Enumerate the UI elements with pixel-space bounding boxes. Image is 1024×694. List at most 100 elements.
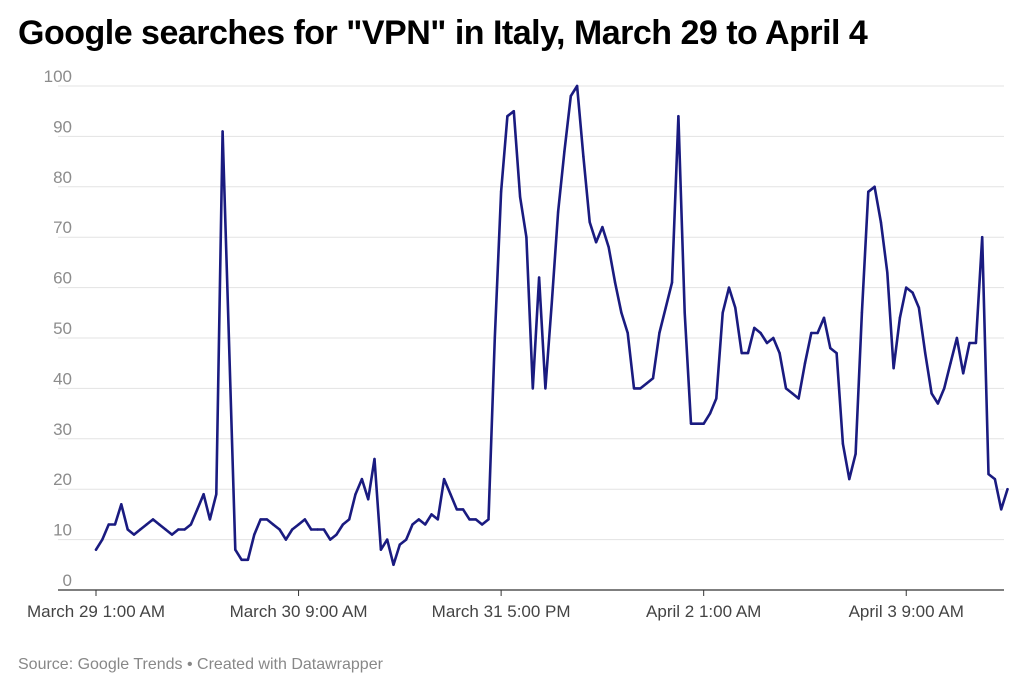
data-point bbox=[512, 110, 515, 113]
data-point bbox=[379, 548, 383, 551]
data-point bbox=[803, 362, 807, 365]
data-point bbox=[721, 311, 724, 314]
data-point bbox=[810, 331, 813, 335]
data-point bbox=[113, 523, 117, 526]
data-point bbox=[658, 331, 661, 335]
data-point bbox=[772, 336, 775, 340]
data-point bbox=[506, 115, 509, 118]
data-point bbox=[936, 402, 940, 405]
data-point bbox=[386, 538, 389, 541]
data-point bbox=[683, 311, 686, 314]
data-point bbox=[784, 387, 788, 390]
data-point bbox=[126, 528, 129, 531]
data-point bbox=[727, 286, 731, 289]
data-point bbox=[981, 236, 984, 239]
data-point bbox=[455, 508, 458, 511]
data-point bbox=[778, 351, 781, 355]
data-point bbox=[550, 301, 553, 304]
data-point bbox=[177, 528, 180, 531]
data-point bbox=[930, 392, 933, 395]
data-point bbox=[835, 351, 838, 355]
data-point bbox=[651, 377, 655, 380]
data-point bbox=[335, 533, 338, 536]
data-point bbox=[943, 387, 946, 390]
data-point bbox=[740, 351, 743, 355]
series-line bbox=[94, 84, 1009, 567]
footer-separator: • bbox=[182, 656, 198, 673]
data-point bbox=[924, 351, 927, 355]
data-point bbox=[670, 281, 674, 284]
data-point bbox=[556, 210, 560, 214]
data-point bbox=[797, 397, 800, 400]
data-point bbox=[525, 236, 528, 239]
data-point bbox=[202, 493, 205, 496]
data-point bbox=[639, 387, 642, 390]
data-point bbox=[227, 336, 231, 340]
data-point bbox=[968, 341, 971, 345]
data-point bbox=[613, 281, 617, 284]
data-point bbox=[234, 548, 237, 551]
data-point bbox=[917, 306, 921, 309]
data-point bbox=[284, 538, 288, 541]
data-point bbox=[518, 195, 522, 199]
data-point bbox=[575, 84, 579, 88]
data-point bbox=[493, 336, 496, 340]
data-point bbox=[151, 518, 155, 521]
data-point bbox=[139, 528, 142, 531]
data-point bbox=[886, 271, 889, 274]
data-point bbox=[569, 94, 572, 98]
data-point bbox=[848, 477, 851, 481]
data-point bbox=[449, 493, 452, 496]
y-tick-label: 20 bbox=[53, 470, 72, 489]
data-point bbox=[537, 276, 541, 279]
data-point bbox=[993, 477, 997, 481]
chart-title: Google searches for "VPN" in Italy, Marc… bbox=[18, 14, 868, 52]
data-point bbox=[120, 503, 123, 506]
data-point bbox=[354, 493, 357, 496]
y-tick-label: 40 bbox=[53, 369, 72, 388]
data-point bbox=[189, 523, 193, 526]
data-point bbox=[892, 367, 895, 370]
data-point bbox=[499, 190, 503, 193]
data-point bbox=[677, 115, 680, 118]
x-tick-label: April 3 9:00 AM bbox=[849, 602, 964, 621]
data-point bbox=[829, 346, 832, 350]
data-point bbox=[702, 422, 705, 425]
y-tick-label: 30 bbox=[53, 420, 72, 439]
source-note: Source: Google Trends bbox=[18, 656, 183, 673]
x-tick-label: April 2 1:00 AM bbox=[646, 602, 761, 621]
data-point bbox=[373, 457, 376, 461]
data-point bbox=[329, 538, 332, 541]
data-point bbox=[563, 150, 566, 153]
data-point bbox=[905, 286, 908, 289]
series-layer bbox=[94, 84, 1009, 567]
x-tick-label: March 30 9:00 AM bbox=[230, 602, 368, 621]
data-point bbox=[424, 523, 427, 526]
data-point bbox=[480, 523, 484, 526]
data-point bbox=[291, 528, 294, 531]
data-point bbox=[272, 523, 275, 526]
data-point bbox=[873, 185, 876, 188]
data-point bbox=[259, 518, 262, 521]
data-point bbox=[588, 220, 591, 224]
data-point bbox=[867, 190, 870, 193]
data-point bbox=[822, 316, 826, 319]
data-point bbox=[348, 518, 351, 521]
data-point bbox=[164, 528, 167, 531]
data-point bbox=[208, 518, 212, 521]
data-point bbox=[442, 477, 446, 481]
data-point bbox=[183, 528, 186, 531]
data-point bbox=[367, 498, 370, 501]
data-point bbox=[1000, 508, 1003, 511]
data-point bbox=[879, 220, 883, 224]
data-point bbox=[221, 130, 224, 133]
y-tick-label: 100 bbox=[44, 67, 72, 86]
data-point bbox=[417, 518, 420, 521]
data-point bbox=[94, 548, 98, 551]
data-point bbox=[753, 326, 756, 330]
data-point bbox=[170, 533, 174, 536]
data-point bbox=[949, 362, 952, 365]
x-tick-label: March 29 1:00 AM bbox=[27, 602, 165, 621]
data-point bbox=[398, 543, 401, 546]
data-point bbox=[297, 523, 300, 526]
